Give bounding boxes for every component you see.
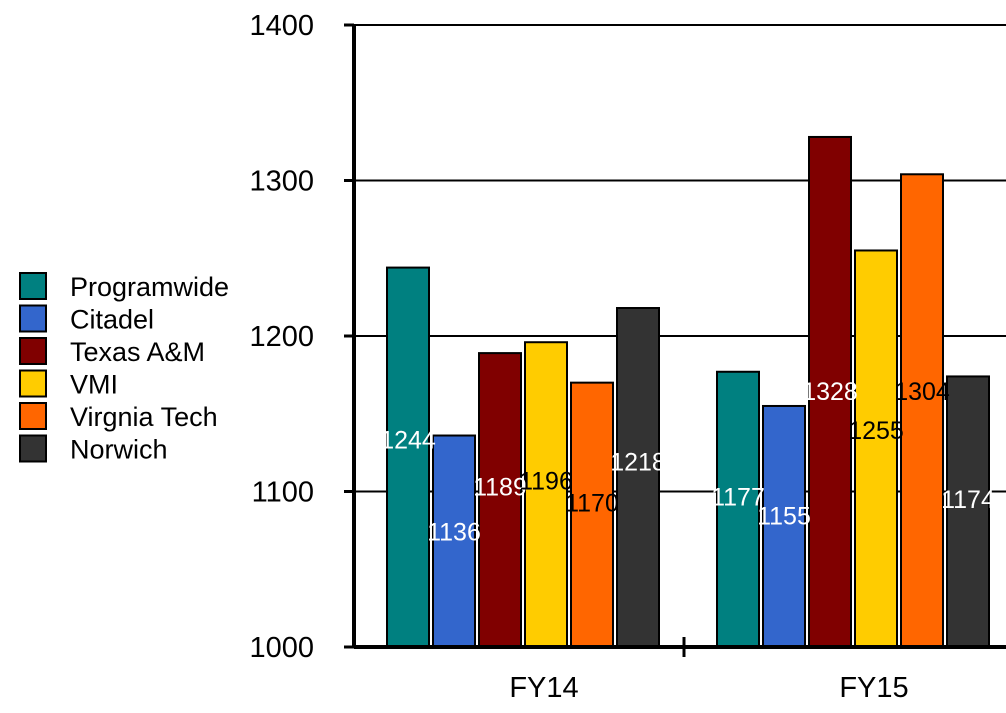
legend-label-norwich: Norwich (70, 435, 168, 465)
bar-fy15-virgnia-tech (900, 173, 944, 648)
bar-fy15-programwide (716, 370, 760, 648)
bar-fy15-citadel (762, 404, 806, 648)
bar-fy14-programwide (386, 266, 430, 648)
x-category-label-fy14: FY14 (509, 672, 578, 704)
y-tick-label-1400: 1400 (249, 10, 314, 42)
bar-fy14-virgnia-tech (570, 381, 614, 648)
data-label-fy15-texas-a-m: 1328 (802, 378, 858, 406)
legend-label-citadel: Citadel (70, 305, 154, 335)
legend-label-texas-a-m: Texas A&M (70, 337, 205, 367)
data-label-fy14-vmi: 1196 (519, 467, 573, 495)
data-label-fy14-citadel: 1136 (427, 519, 481, 547)
legend-label-vmi: VMI (70, 370, 118, 400)
y-tick-label-1200: 1200 (249, 321, 314, 353)
data-label-fy15-programwide: 1177 (711, 484, 765, 512)
x-axis-categories: FY14 FY15 (509, 672, 908, 704)
data-label-fy14-programwide: 1244 (380, 426, 436, 454)
x-category-label-fy15: FY15 (839, 672, 908, 704)
legend-swatch-programwide (19, 272, 47, 300)
legend-label-programwide: Programwide (70, 272, 229, 302)
bar-fy14-texas-a-m (478, 352, 522, 648)
bar-fy15-vmi (854, 249, 898, 648)
legend-swatch-norwich (19, 434, 47, 463)
data-label-fy14-virgnia-tech: 1170 (565, 490, 619, 518)
data-label-fy15-vmi: 1255 (848, 417, 904, 445)
data-label-fy14-texas-a-m: 1189 (473, 473, 527, 501)
y-axis-ticks: 1000 1100 1200 1300 1400 (249, 10, 354, 664)
legend-swatch-citadel (19, 304, 47, 333)
bar-fy15-texas-a-m (808, 135, 852, 649)
bar-fy14-vmi (524, 341, 568, 648)
y-tick-label-1100: 1100 (252, 477, 314, 509)
bar-fy14-norwich (616, 307, 660, 648)
data-label-fy15-citadel: 1155 (757, 502, 811, 530)
legend-swatch-texas-a-m (19, 337, 47, 365)
bar-fy15-norwich (946, 375, 990, 648)
legend-swatch-vmi (19, 369, 47, 398)
bars (386, 135, 990, 649)
y-tick-label-1300: 1300 (249, 166, 314, 198)
data-label-fy14-norwich: 1218 (610, 449, 666, 477)
data-label-fy15-virgnia-tech: 1304 (894, 378, 950, 406)
y-tick-label-1000: 1000 (249, 632, 314, 664)
legend-swatch-virgnia-tech (19, 402, 47, 430)
legend-label-virgnia-tech: Virgnia Tech (70, 402, 218, 432)
data-label-fy15-norwich: 1174 (941, 486, 995, 514)
